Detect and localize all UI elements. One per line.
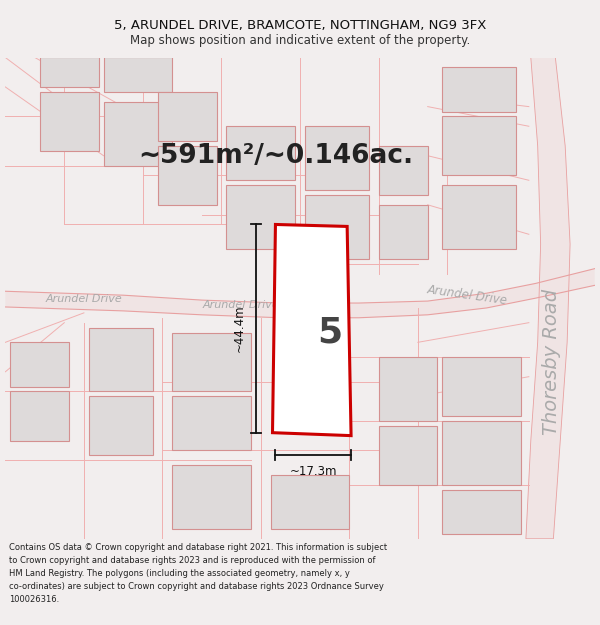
Polygon shape [442,68,516,111]
Text: 100026316.: 100026316. [9,595,59,604]
Polygon shape [5,269,595,318]
Polygon shape [272,224,351,436]
Polygon shape [10,342,69,386]
Text: Thoresby Road: Thoresby Road [542,289,561,435]
Text: 5: 5 [317,316,342,349]
Text: HM Land Registry. The polygons (including the associated geometry, namely x, y: HM Land Registry. The polygons (includin… [9,569,350,578]
Polygon shape [379,426,437,485]
Polygon shape [271,475,349,529]
Polygon shape [526,58,570,539]
Polygon shape [172,332,251,391]
Text: ~17.3m: ~17.3m [290,465,337,478]
Polygon shape [226,185,295,249]
Text: Arundel Drive: Arundel Drive [426,283,508,308]
Polygon shape [226,126,295,180]
Polygon shape [172,396,251,451]
Polygon shape [40,58,98,87]
Text: Map shows position and indicative extent of the property.: Map shows position and indicative extent… [130,34,470,47]
Text: Arundel Drive: Arundel Drive [46,294,122,304]
Polygon shape [379,357,437,421]
Polygon shape [442,357,521,416]
Polygon shape [442,185,516,249]
Text: Arundel Drive: Arundel Drive [203,300,280,310]
Text: Contains OS data © Crown copyright and database right 2021. This information is : Contains OS data © Crown copyright and d… [9,542,387,551]
Polygon shape [10,391,69,441]
Polygon shape [442,421,521,485]
Text: to Crown copyright and database rights 2023 and is reproduced with the permissio: to Crown copyright and database rights 2… [9,556,376,564]
Polygon shape [158,146,217,205]
Polygon shape [305,126,369,190]
Polygon shape [379,205,428,259]
Polygon shape [442,116,516,176]
Polygon shape [172,465,251,529]
Polygon shape [442,489,521,534]
Polygon shape [104,58,172,92]
Polygon shape [89,328,152,391]
Text: ~44.4m: ~44.4m [233,305,246,352]
Text: ~591m²/~0.146ac.: ~591m²/~0.146ac. [138,142,413,169]
Polygon shape [158,92,217,141]
Polygon shape [40,92,98,151]
Polygon shape [379,146,428,195]
Polygon shape [104,102,172,166]
Text: 5, ARUNDEL DRIVE, BRAMCOTE, NOTTINGHAM, NG9 3FX: 5, ARUNDEL DRIVE, BRAMCOTE, NOTTINGHAM, … [114,19,486,32]
Polygon shape [89,396,152,455]
Text: co-ordinates) are subject to Crown copyright and database rights 2023 Ordnance S: co-ordinates) are subject to Crown copyr… [9,582,384,591]
Polygon shape [305,195,369,259]
